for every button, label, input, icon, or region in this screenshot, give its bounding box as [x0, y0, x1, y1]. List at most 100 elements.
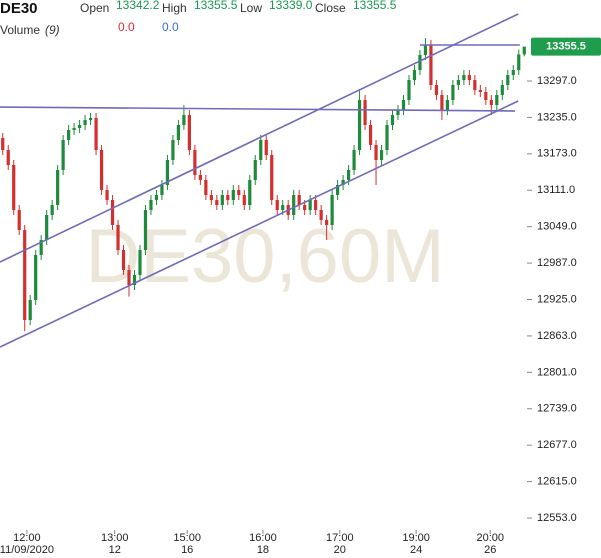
candle-body [242, 195, 246, 205]
x-tick-label: 16:00 [249, 532, 277, 544]
x-tick-label: 20:00 [476, 532, 504, 544]
candle-body [67, 129, 71, 140]
candle-body [423, 44, 428, 55]
candle-body [308, 200, 312, 210]
candle-body [110, 200, 115, 225]
candle-body [319, 209, 323, 220]
candle-body [440, 94, 444, 111]
candle-body [379, 150, 384, 161]
candle-body [187, 115, 191, 151]
candle-body [346, 169, 351, 180]
candle-body [61, 139, 65, 170]
candle-body [297, 195, 301, 205]
candle-body [143, 209, 148, 250]
candle-body [429, 44, 433, 85]
candle-body [34, 254, 38, 300]
candle-body [281, 204, 285, 210]
candle-body [473, 80, 477, 90]
candle-body [72, 127, 76, 130]
candle-body [253, 160, 257, 180]
candle-body [149, 200, 153, 210]
candle-body [226, 195, 230, 201]
candle-body [385, 124, 389, 151]
candle-body [363, 99, 367, 125]
y-tick-label: 12677.0 [537, 439, 577, 451]
candle-body [176, 124, 181, 140]
high-value: 13355.5 [194, 0, 238, 12]
candle-body [6, 150, 10, 165]
candle-body [127, 269, 131, 286]
candle-body [467, 75, 471, 81]
x-tick-date: 16 [181, 544, 193, 556]
candle-body [28, 299, 32, 321]
open-value: 13342.2 [116, 0, 160, 12]
x-tick-date: 11/09/2020 [0, 544, 54, 556]
y-tick-label: 12739.0 [537, 403, 577, 415]
x-tick-date: 18 [257, 544, 269, 556]
y-tick-label: 13235.0 [537, 111, 577, 123]
close-label: Close [315, 1, 346, 15]
candle-body [88, 118, 93, 121]
candle-body [248, 179, 252, 205]
close-value: 13355.5 [353, 0, 397, 12]
candle-body [231, 190, 235, 201]
x-tick-label: 15:00 [173, 532, 201, 544]
y-tick-label: 13049.0 [537, 221, 577, 233]
candle-body [171, 139, 175, 161]
candle-body [506, 75, 510, 85]
candle-body [193, 150, 197, 175]
candle-body [352, 150, 356, 170]
candle-body [396, 110, 400, 116]
candle-body [418, 54, 422, 71]
y-tick-label: 12925.0 [537, 293, 577, 305]
candle-body [165, 160, 170, 185]
candle-body [314, 200, 318, 210]
candle-body [462, 75, 466, 81]
candle-body [264, 139, 268, 156]
price-tag-label: 13355.5 [546, 41, 586, 53]
candle-body [1, 137, 5, 151]
high-label: High [162, 1, 187, 15]
y-tick-label: 12987.0 [537, 257, 577, 269]
volume-value: 0.0 [162, 20, 179, 34]
candle-body [116, 224, 120, 250]
candle-body [341, 179, 345, 185]
candle-body [259, 139, 263, 161]
volume-period: (9) [45, 23, 60, 37]
candle-body [451, 84, 455, 100]
candle-body [138, 249, 142, 276]
x-tick-date: 20 [334, 544, 346, 556]
low-label: Low [240, 1, 262, 15]
trend-line [0, 106, 515, 112]
candle-body [83, 120, 87, 125]
candle-body [390, 115, 395, 125]
trend-line [0, 100, 519, 348]
candle-body [160, 184, 164, 196]
candle-body [94, 118, 98, 151]
candle-body [495, 94, 499, 106]
candle-body [445, 99, 450, 111]
candle-body [270, 155, 274, 201]
candle-body [77, 124, 82, 128]
x-tick-label: 19:00 [402, 532, 430, 544]
y-tick-label: 12863.0 [537, 330, 577, 342]
price-tag [531, 37, 601, 56]
candle-body [325, 219, 329, 225]
x-tick-label: 17:00 [326, 532, 354, 544]
x-tick-label: 12:00 [13, 532, 41, 544]
candle-body [336, 184, 340, 196]
candle-body [478, 89, 482, 92]
candle-body [500, 84, 504, 95]
trend-line [0, 13, 519, 263]
y-tick-label: 12615.0 [537, 476, 577, 488]
candle-body [330, 195, 334, 225]
symbol: DE30 [0, 0, 38, 17]
candle-body [220, 195, 224, 205]
candle-body [17, 209, 21, 231]
candle-body [368, 124, 373, 145]
candle-body [45, 214, 49, 241]
candle-body [12, 164, 16, 210]
open-label: Open [80, 1, 109, 15]
candle-body [50, 204, 54, 215]
